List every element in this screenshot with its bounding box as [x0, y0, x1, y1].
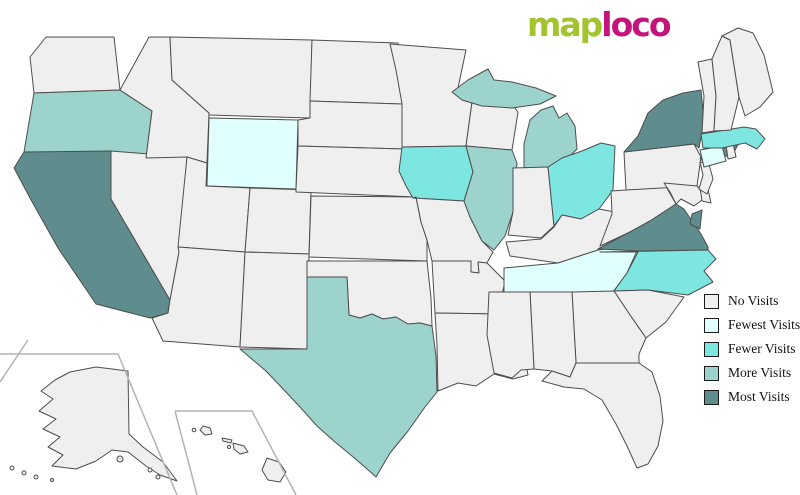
state-ME: Maine — [721, 27, 774, 117]
state-AL: Alabama — [529, 291, 577, 378]
state-ND: North Dakota — [309, 39, 403, 105]
state-AK-island — [155, 474, 161, 480]
logo-text-map: map — [527, 5, 603, 44]
state-HI: Hawaii — [232, 442, 249, 455]
legend-item-fewer-visits: Fewer Visits — [704, 337, 800, 361]
state-NC: North Carolina — [599, 249, 717, 296]
inset-frame — [174, 410, 198, 495]
state-AK: Alaska — [38, 366, 178, 482]
legend-item-fewest-visits: Fewest Visits — [704, 313, 800, 337]
state-IL: Illinois — [463, 145, 518, 251]
state-FL: Florida — [541, 362, 664, 469]
maploco-logo[interactable]: maploco — [527, 5, 672, 44]
legend-item-no-visits: No Visits — [704, 289, 800, 313]
legend-item-most-visits: Most Visits — [704, 385, 800, 409]
state-IA: Iowa — [398, 145, 474, 202]
state-MA: Massachusetts — [700, 126, 766, 150]
state-NM: New Mexico — [239, 251, 310, 350]
state-HI-island — [226, 444, 232, 450]
logo-text-loco: loco — [601, 5, 671, 44]
state-MS: Mississippi — [486, 291, 535, 379]
state-CT: Connecticut — [699, 145, 727, 168]
state-NY: New York — [623, 89, 705, 153]
state-HI: Hawaii — [221, 437, 233, 444]
state-AK-island — [147, 467, 153, 473]
state-VA: Virginia — [689, 209, 703, 230]
legend-swatch-fewest-visits — [704, 317, 719, 333]
legend-label: Fewest Visits — [728, 317, 800, 332]
legend-label: Most Visits — [728, 389, 790, 404]
state-SD: South Dakota — [297, 100, 406, 150]
inset-frame — [175, 410, 297, 495]
state-CO: Colorado — [244, 187, 312, 255]
legend-swatch-more-visits — [704, 365, 719, 381]
legend-item-more-visits: More Visits — [704, 361, 800, 385]
legend-swatch-most-visits — [704, 389, 719, 405]
state-WA: Washington — [29, 36, 121, 94]
state-HI-island — [191, 427, 197, 433]
state-AK-island — [33, 474, 39, 480]
legend-swatch-fewer-visits — [704, 341, 719, 357]
state-AK-island — [50, 478, 54, 482]
legend-label: No Visits — [728, 293, 779, 308]
inset-frame — [0, 353, 178, 495]
state-MD: Maryland — [663, 182, 707, 207]
state-NE: Nebraska — [295, 145, 417, 198]
state-WY: Wyoming — [206, 117, 299, 190]
state-HI: Hawaii — [199, 425, 213, 436]
state-MI: Michigan — [451, 68, 557, 109]
state-OR: Oregon — [23, 89, 153, 159]
state-KS: Kansas — [308, 195, 428, 262]
state-AK-island — [9, 465, 15, 471]
legend-swatch-no-visits — [704, 293, 719, 309]
state-AK-island — [21, 470, 27, 476]
legend: No Visits Fewest Visits Fewer Visits Mor… — [704, 289, 800, 409]
legend-label: More Visits — [728, 365, 792, 380]
inset-frame — [0, 339, 29, 383]
state-IN: Indiana — [507, 166, 555, 239]
state-AK-island — [116, 455, 124, 463]
legend-label: Fewer Visits — [728, 341, 796, 356]
state-TX: Texas — [239, 276, 438, 478]
